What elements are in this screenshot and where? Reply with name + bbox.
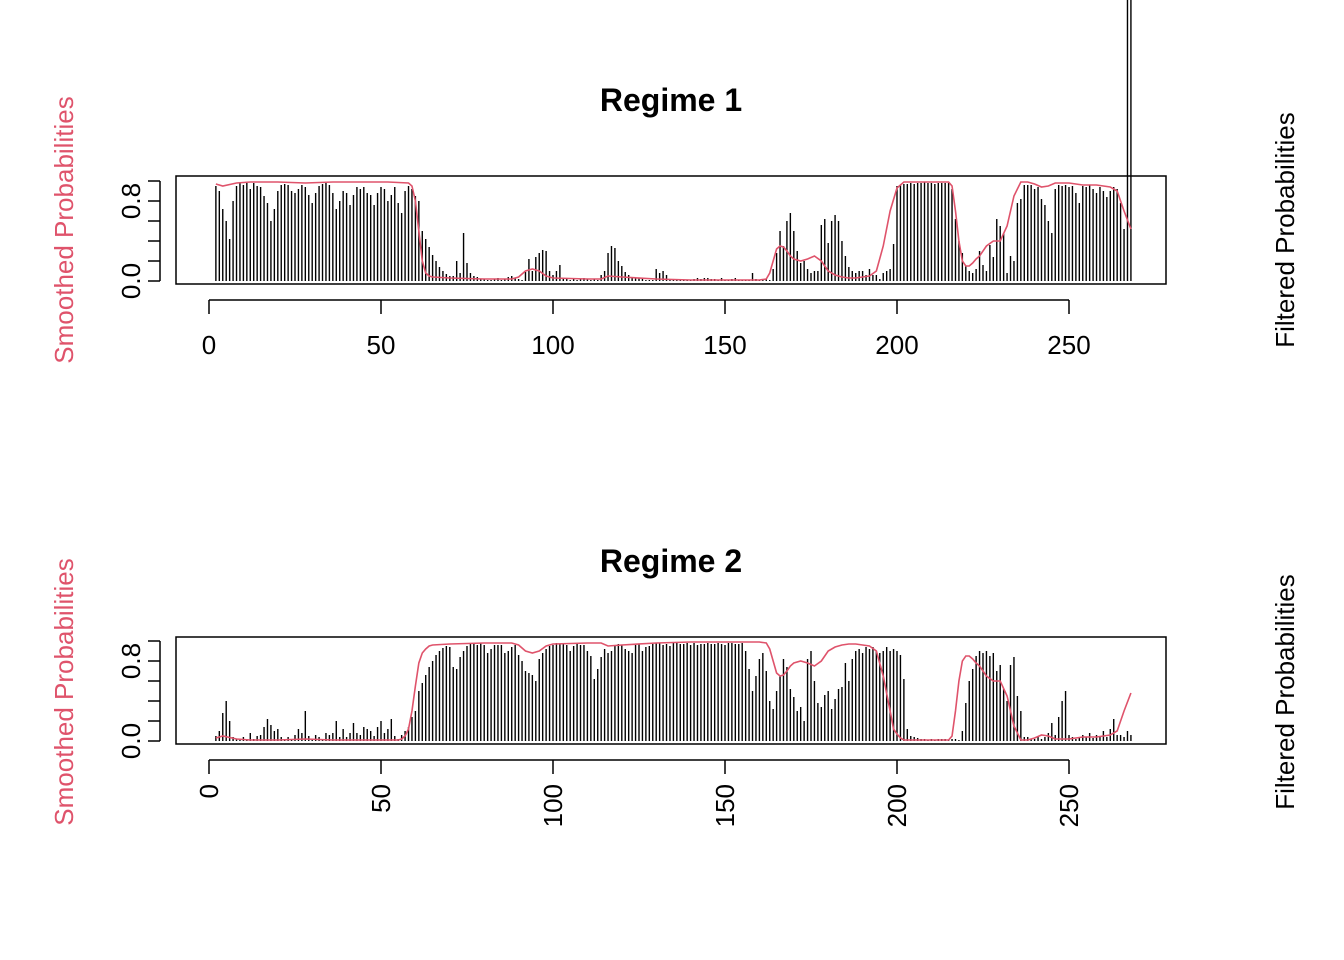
x-tick-label: 0 [202, 330, 216, 360]
regime-1-title: Regime 1 [600, 82, 742, 118]
regime-2-plot-frame [175, 636, 1167, 745]
regime-2-x-axis: 0 50 100 150 200 250 [194, 759, 1084, 827]
x-tick-label: 250 [1047, 330, 1090, 360]
x-tick-label: 200 [875, 330, 918, 360]
regime-1-smoothed-axis-label: Smoothed Probabilities [49, 96, 79, 363]
regime-2-panel: Regime 2 Smoothed Probabilities Filtered… [49, 543, 1300, 827]
regime-2-y-axis: 0.0 0.8 [116, 640, 161, 759]
y-tick-label: 0.0 [116, 263, 146, 299]
x-tick-label: 150 [703, 330, 746, 360]
x-tick-label: 100 [538, 784, 568, 827]
regime-1-y-axis: 0.0 0.8 [116, 180, 161, 299]
regime-2-title: Regime 2 [600, 543, 742, 579]
regime-2-smoothed-axis-label: Smoothed Probabilities [49, 558, 79, 825]
x-tick-label: 0 [194, 784, 224, 798]
regime-1-panel: Regime 1 Smoothed Probabilities Filtered… [49, 0, 1300, 364]
x-tick-label: 50 [366, 784, 396, 813]
y-tick-label: 0.0 [116, 723, 146, 759]
regime-1-smoothed-line [215, 181, 1132, 281]
x-tick-label: 250 [1054, 784, 1084, 827]
x-tick-label: 150 [710, 784, 740, 827]
regime-1-x-axis: 0 50 100 150 200 250 [202, 299, 1091, 360]
y-tick-label: 0.8 [116, 643, 146, 679]
regime-1-filtered-axis-label: Filtered Probabilities [1270, 112, 1300, 348]
regime-2-filtered-axis-label: Filtered Probabilities [1270, 574, 1300, 810]
x-tick-label: 200 [882, 784, 912, 827]
x-tick-label: 100 [531, 330, 574, 360]
x-tick-label: 50 [367, 330, 396, 360]
regime-2-filtered-bars [215, 643, 1132, 741]
regime-2-smoothed-line [215, 641, 1132, 741]
regime-1-plot-frame [175, 175, 1167, 285]
y-tick-label: 0.8 [116, 183, 146, 219]
